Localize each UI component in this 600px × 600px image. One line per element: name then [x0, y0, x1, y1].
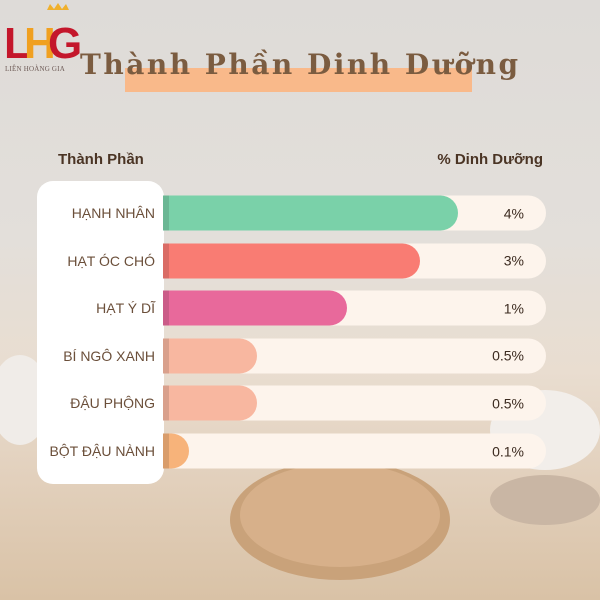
category-label: ĐẬU PHỘNG [70, 395, 155, 412]
category-label: HẠNH NHÂN [71, 205, 155, 221]
bar-edge [163, 195, 169, 231]
x-axis-label: % Dinh Dưỡng [437, 151, 543, 168]
label-card [37, 181, 164, 484]
bar-track: 0.5% [163, 385, 546, 421]
bar-edge [163, 433, 169, 469]
svg-text:L: L [4, 19, 31, 64]
y-axis-label: Thành Phần [58, 151, 144, 168]
bar-edge [163, 385, 169, 421]
value-label: 3% [503, 252, 524, 269]
bar-track: 0.5% [163, 338, 546, 374]
bar-track: 0.1% [163, 433, 546, 469]
bar-track: 1% [163, 290, 546, 326]
value-label: 1% [503, 300, 524, 317]
category-label: HẠT ÓC CHÓ [67, 252, 155, 269]
bar-edge [163, 243, 169, 279]
category-label: HẠT Ý DĨ [96, 300, 155, 317]
value-label: 0.5% [492, 395, 524, 412]
bar-edge [163, 290, 169, 326]
bar-edge [163, 338, 169, 374]
logo-subtitle: LIÊN HOÀNG GIA [5, 65, 65, 73]
bar [163, 243, 420, 279]
bar [163, 290, 347, 326]
category-label: BÍ NGÔ XANH [63, 347, 155, 364]
title-highlight [125, 68, 472, 92]
bar-track: 4% [163, 195, 546, 231]
bar-track: 3% [163, 243, 546, 279]
category-label: BỘT ĐẬU NÀNH [49, 443, 155, 459]
chart-title: Thành Phần Dinh Dưỡng [80, 48, 521, 81]
bar [163, 338, 257, 374]
value-label: 0.5% [492, 347, 524, 364]
value-label: 4% [503, 205, 524, 221]
bar [163, 433, 189, 469]
svg-text:H: H [24, 19, 56, 64]
bar [163, 195, 458, 231]
svg-text:G: G [48, 19, 82, 64]
value-label: 0.1% [492, 443, 524, 459]
logo: L H G LIÊN HOÀNG GIA [2, 2, 82, 73]
bar [163, 385, 257, 421]
